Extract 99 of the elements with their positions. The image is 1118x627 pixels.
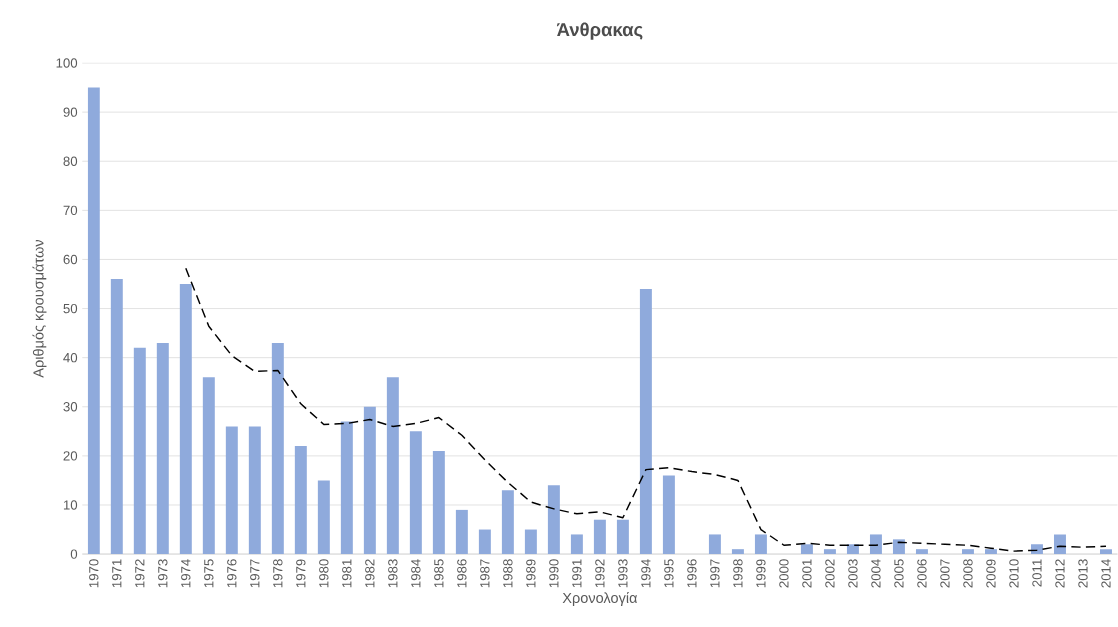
x-tick-label: 2014: [1101, 559, 1111, 588]
x-tick-label: 2011: [1032, 559, 1042, 587]
bar: [616, 519, 629, 555]
x-tick-label: 2013: [1078, 559, 1088, 588]
x-tick-label: 2007: [940, 559, 950, 588]
x-tick-label: 1974: [181, 559, 191, 588]
bar: [731, 549, 744, 555]
bar: [593, 519, 606, 555]
x-axis-title: Χρονολογία: [562, 591, 638, 606]
x-tick-label: 1982: [365, 559, 375, 588]
x-tick-label: 1979: [296, 559, 306, 588]
y-tick-label: 40: [63, 352, 78, 363]
bar: [984, 549, 997, 555]
x-tick-label: 1980: [319, 559, 329, 588]
y-axis-title: Αριθμός κρουσμάτων: [32, 239, 47, 378]
x-tick-label: 2012: [1055, 559, 1065, 588]
bar: [317, 480, 330, 555]
bar: [708, 534, 721, 555]
x-tick-label: 1977: [250, 559, 260, 588]
x-tick-label: 1994: [641, 559, 651, 588]
bar: [179, 283, 192, 555]
bar: [547, 485, 560, 555]
x-tick-label: 1989: [526, 559, 536, 588]
bar: [662, 475, 675, 555]
bar: [892, 539, 905, 555]
bar: [363, 406, 376, 555]
bar: [846, 544, 859, 555]
bar: [225, 426, 238, 555]
bar: [524, 529, 537, 555]
chart-title: Άνθρακας: [556, 22, 643, 40]
y-tick-label: 80: [63, 156, 78, 166]
x-tick-label: 2010: [1009, 559, 1019, 588]
bar: [87, 87, 100, 555]
x-tick-label: 2008: [963, 559, 973, 588]
bar: [386, 377, 399, 555]
x-tick-label: 1991: [572, 559, 582, 588]
x-tick-label: 1970: [89, 559, 99, 588]
bar: [478, 529, 491, 555]
y-tick-label: 10: [63, 500, 78, 510]
x-tick-label: 1996: [687, 559, 697, 588]
x-tick-label: 1990: [549, 559, 559, 588]
x-tick-label: 2006: [917, 559, 927, 588]
y-tick-label: 30: [63, 402, 78, 412]
bar: [961, 549, 974, 555]
x-tick-label: 1978: [273, 559, 283, 588]
bar: [915, 549, 928, 555]
bar: [823, 549, 836, 555]
x-tick-label: 1993: [618, 559, 628, 588]
x-tick-label: 2003: [848, 559, 858, 588]
bar: [455, 509, 468, 555]
bar: [294, 446, 307, 555]
bar: [639, 288, 652, 555]
x-tick-label: 2001: [802, 559, 812, 588]
bar: [869, 534, 882, 555]
x-tick-label: 1987: [480, 559, 490, 588]
x-tick-label: 2004: [871, 559, 881, 588]
x-tick-label: 1999: [756, 559, 766, 588]
x-tick-label: 1997: [710, 559, 720, 588]
x-tick-label: 1983: [388, 559, 398, 588]
y-tick-label: 50: [63, 303, 78, 314]
bar: [271, 342, 284, 555]
y-tick-label: 100: [56, 58, 78, 68]
y-tick-label: 90: [63, 107, 78, 117]
y-tick-label: 20: [63, 451, 78, 461]
bar: [800, 544, 813, 555]
x-tick-label: 2000: [779, 559, 789, 588]
bar: [1030, 544, 1043, 555]
x-tick-label: 2005: [894, 559, 904, 588]
bar: [133, 347, 146, 555]
bar: [432, 450, 445, 555]
x-tick-label: 1995: [664, 559, 674, 588]
bar: [1100, 549, 1112, 555]
bar: [1053, 534, 1066, 555]
bar: [501, 490, 514, 555]
bar: [754, 534, 767, 555]
bar: [340, 421, 353, 555]
bar: [409, 431, 422, 555]
x-tick-label: 1998: [733, 559, 743, 588]
x-tick-label: 1973: [158, 559, 168, 588]
x-tick-label: 1988: [503, 559, 513, 588]
y-tick-label: 0: [70, 549, 78, 559]
x-tick-label: 1985: [434, 559, 444, 588]
bar: [156, 342, 169, 555]
x-tick-label: 1992: [595, 559, 605, 588]
bar: [248, 426, 261, 555]
y-tick-label: 60: [63, 254, 78, 265]
bar: [570, 534, 583, 555]
x-tick-label: 1972: [135, 559, 145, 588]
x-tick-label: 1981: [342, 559, 352, 588]
x-tick-label: 2009: [986, 559, 996, 588]
x-tick-label: 1975: [204, 559, 214, 588]
x-tick-label: 2002: [825, 559, 835, 588]
y-tick-label: 70: [63, 205, 78, 215]
x-tick-label: 1986: [457, 559, 467, 588]
bar: [110, 279, 123, 555]
x-tick-label: 1976: [227, 559, 237, 588]
bar: [202, 377, 215, 555]
x-tick-label: 1984: [411, 559, 421, 588]
x-tick-label: 1971: [112, 559, 122, 588]
